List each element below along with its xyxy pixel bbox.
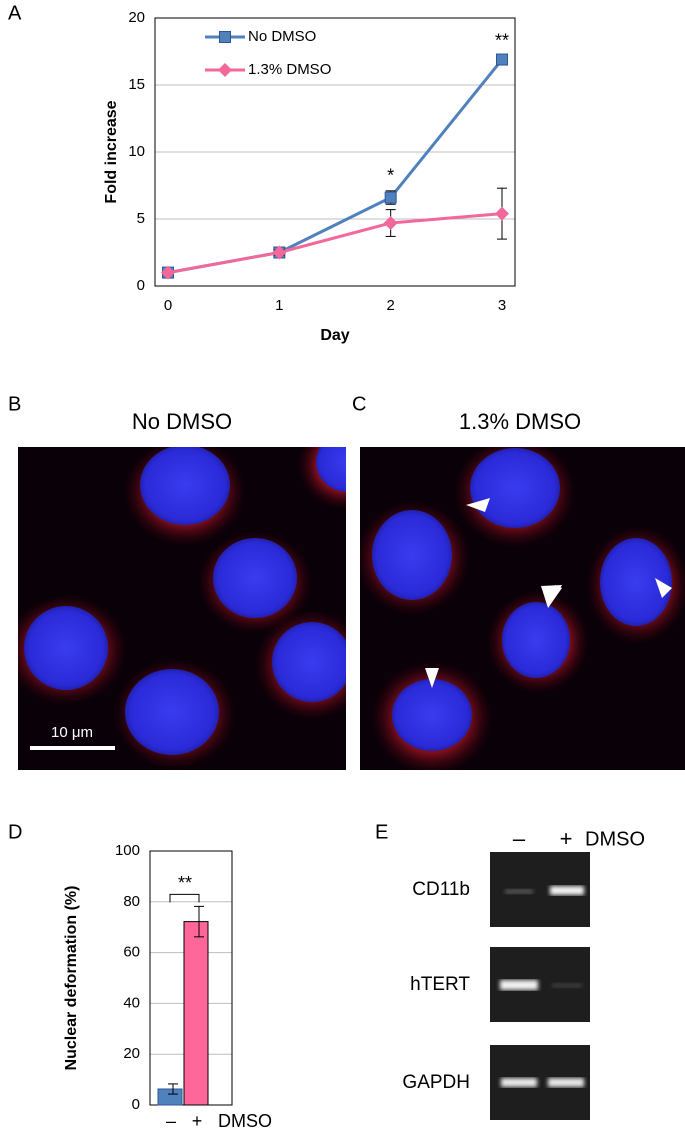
micrograph [360,447,685,770]
y-tick-label: 0 [132,1096,140,1113]
y-tick-label: 10 [128,143,145,160]
data-point [161,265,175,280]
legend-marker [218,63,232,77]
y-tick-label: 40 [123,994,140,1011]
data-point [495,206,509,221]
plot-frame [154,17,516,287]
lane-label: – [513,826,526,851]
y-tick-label: 60 [123,944,140,961]
gene-label: hTERT [410,974,470,995]
data-point [383,216,398,231]
annotation: * [387,166,394,186]
legend-label: No DMSO [248,28,316,45]
x-axis-title: DMSO [218,1111,272,1130]
panel-label: D [8,821,22,843]
annotation: ** [178,873,192,893]
y-tick-label: 5 [137,210,145,227]
panel-label: E [375,821,388,843]
panel-label: C [352,393,366,415]
x-tick-label: – [166,1111,176,1130]
image-title: 1.3% DMSO [459,409,581,434]
y-tick-label: 80 [123,893,140,910]
x-tick-label: 0 [164,297,172,314]
x-tick-label: + [192,1111,203,1130]
data-point [272,245,287,260]
bar [183,921,209,1106]
y-tick-label: 15 [128,76,145,93]
legend-marker [219,31,231,43]
significance-bracket [169,893,200,903]
x-tick-label: 3 [498,297,506,314]
y-axis-title: Nuclear deformation (%) [63,886,80,1071]
x-axis-title: Day [320,327,349,344]
treatment-label: DMSO [585,828,645,850]
gene-label: CD11b [412,879,470,900]
lane-label: + [560,826,573,851]
x-tick-label: 2 [386,297,394,314]
bar [157,1088,183,1106]
y-tick-label: 20 [128,9,145,26]
panel-label: A [8,2,22,24]
y-tick-label: 20 [123,1045,140,1062]
gene-label: GAPDH [402,1072,470,1093]
data-point [496,53,508,66]
series-line [167,212,503,275]
scale-bar-label: 10 μm [51,724,93,741]
series-line [167,58,504,275]
panel-label: B [8,393,21,415]
y-axis-title: Fold increase [103,100,120,203]
annotation: ** [495,30,509,50]
gel [490,852,590,1120]
x-tick-label: 1 [275,297,283,314]
y-tick-label: 100 [115,842,140,859]
y-tick-label: 0 [137,277,145,294]
legend-label: 1.3% DMSO [248,61,331,78]
data-point [384,191,397,204]
image-title: No DMSO [132,409,232,434]
micrograph [18,447,346,770]
